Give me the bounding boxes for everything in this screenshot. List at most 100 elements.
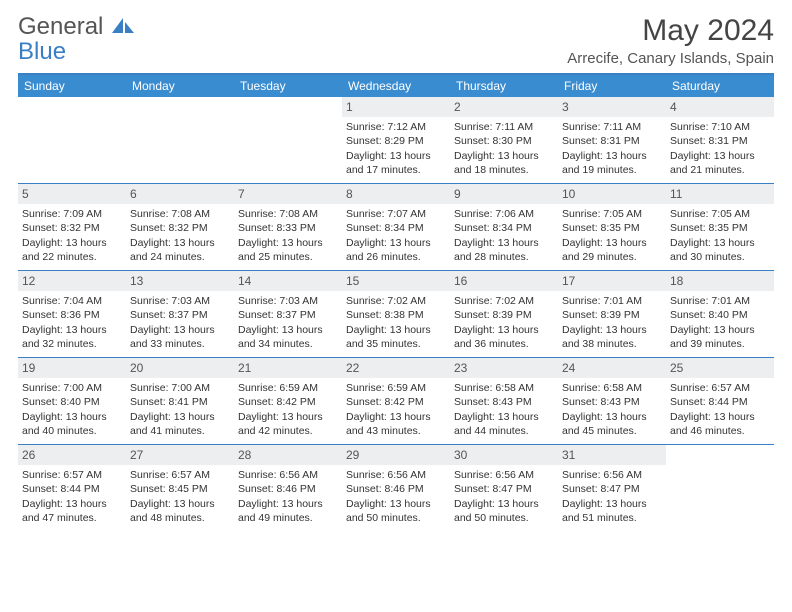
sunrise-text: Sunrise: 7:02 AM [454,294,554,308]
day-cell: 12Sunrise: 7:04 AMSunset: 8:36 PMDayligh… [18,271,126,357]
daylight-text: Daylight: 13 hours and 41 minutes. [130,410,230,438]
day-cell: 5Sunrise: 7:09 AMSunset: 8:32 PMDaylight… [18,184,126,270]
sunset-text: Sunset: 8:46 PM [238,482,338,496]
sunrise-text: Sunrise: 6:56 AM [562,468,662,482]
calendar-week: 5Sunrise: 7:09 AMSunset: 8:32 PMDaylight… [18,184,774,271]
calendar-week: 1Sunrise: 7:12 AMSunset: 8:29 PMDaylight… [18,97,774,184]
daylight-text: Daylight: 13 hours and 50 minutes. [454,497,554,525]
day-number: 11 [666,184,774,204]
daylight-text: Daylight: 13 hours and 26 minutes. [346,236,446,264]
location-subtitle: Arrecife, Canary Islands, Spain [567,50,774,67]
sunset-text: Sunset: 8:36 PM [22,308,122,322]
day-cell: 25Sunrise: 6:57 AMSunset: 8:44 PMDayligh… [666,358,774,444]
sunrise-text: Sunrise: 6:59 AM [346,381,446,395]
daylight-text: Daylight: 13 hours and 47 minutes. [22,497,122,525]
weekday-header: Monday [126,75,234,97]
day-number: 24 [558,358,666,378]
title-block: May 2024 Arrecife, Canary Islands, Spain [567,14,774,67]
weekday-header: Saturday [666,75,774,97]
sunset-text: Sunset: 8:39 PM [562,308,662,322]
sunset-text: Sunset: 8:45 PM [130,482,230,496]
daylight-text: Daylight: 13 hours and 40 minutes. [22,410,122,438]
weekday-header: Thursday [450,75,558,97]
sunrise-text: Sunrise: 7:05 AM [562,207,662,221]
day-cell: 31Sunrise: 6:56 AMSunset: 8:47 PMDayligh… [558,445,666,531]
sunrise-text: Sunrise: 7:00 AM [130,381,230,395]
daylight-text: Daylight: 13 hours and 46 minutes. [670,410,770,438]
sunset-text: Sunset: 8:31 PM [670,134,770,148]
sunrise-text: Sunrise: 7:01 AM [670,294,770,308]
sunset-text: Sunset: 8:37 PM [130,308,230,322]
day-cell: 14Sunrise: 7:03 AMSunset: 8:37 PMDayligh… [234,271,342,357]
daylight-text: Daylight: 13 hours and 32 minutes. [22,323,122,351]
day-cell [666,445,774,531]
daylight-text: Daylight: 13 hours and 43 minutes. [346,410,446,438]
day-cell: 23Sunrise: 6:58 AMSunset: 8:43 PMDayligh… [450,358,558,444]
sunset-text: Sunset: 8:40 PM [670,308,770,322]
day-cell [126,97,234,183]
brand-part2: Blue [18,38,66,65]
day-number: 2 [450,97,558,117]
day-number: 31 [558,445,666,465]
header: General Blue May 2024 Arrecife, Canary I… [18,14,774,67]
day-number: 7 [234,184,342,204]
sunset-text: Sunset: 8:47 PM [454,482,554,496]
day-number: 4 [666,97,774,117]
day-number: 9 [450,184,558,204]
sunset-text: Sunset: 8:32 PM [22,221,122,235]
day-cell: 30 Sunrise: 6:56 AMSunset: 8:47 PMDayligh… [450,445,558,531]
day-cell: 9Sunrise: 7:06 AMSunset: 8:34 PMDaylight… [450,184,558,270]
sunrise-text: Sunrise: 7:00 AM [22,381,122,395]
day-number: 15 [342,271,450,291]
day-cell: 19Sunrise: 7:00 AMSunset: 8:40 PMDayligh… [18,358,126,444]
daylight-text: Daylight: 13 hours and 17 minutes. [346,149,446,177]
sunset-text: Sunset: 8:33 PM [238,221,338,235]
sunrise-text: Sunrise: 7:08 AM [130,207,230,221]
sunrise-text: Sunrise: 6:56 AM [454,468,554,482]
daylight-text: Daylight: 13 hours and 38 minutes. [562,323,662,351]
day-number: 22 [342,358,450,378]
day-number: 1 [342,97,450,117]
daylight-text: Daylight: 13 hours and 42 minutes. [238,410,338,438]
day-cell: 1Sunrise: 7:12 AMSunset: 8:29 PMDaylight… [342,97,450,183]
sunrise-text: Sunrise: 6:57 AM [130,468,230,482]
sunset-text: Sunset: 8:46 PM [346,482,446,496]
sunset-text: Sunset: 8:41 PM [130,395,230,409]
sunrise-text: Sunrise: 6:58 AM [454,381,554,395]
sunset-text: Sunset: 8:30 PM [454,134,554,148]
daylight-text: Daylight: 13 hours and 39 minutes. [670,323,770,351]
daylight-text: Daylight: 13 hours and 35 minutes. [346,323,446,351]
sunset-text: Sunset: 8:47 PM [562,482,662,496]
daylight-text: Daylight: 13 hours and 25 minutes. [238,236,338,264]
day-cell: 3Sunrise: 7:11 AMSunset: 8:31 PMDaylight… [558,97,666,183]
day-cell: 20 Sunrise: 7:00 AMSunset: 8:41 PMDayligh… [126,358,234,444]
day-cell: 26Sunrise: 6:57 AMSunset: 8:44 PMDayligh… [18,445,126,531]
day-number: 12 [18,271,126,291]
day-cell [234,97,342,183]
daylight-text: Daylight: 13 hours and 19 minutes. [562,149,662,177]
day-number: 17 [558,271,666,291]
daylight-text: Daylight: 13 hours and 22 minutes. [22,236,122,264]
day-number: 20 [126,358,234,378]
daylight-text: Daylight: 13 hours and 45 minutes. [562,410,662,438]
day-cell [18,97,126,183]
daylight-text: Daylight: 13 hours and 29 minutes. [562,236,662,264]
weekday-header: Tuesday [234,75,342,97]
daylight-text: Daylight: 13 hours and 18 minutes. [454,149,554,177]
daylight-text: Daylight: 13 hours and 34 minutes. [238,323,338,351]
sunrise-text: Sunrise: 7:06 AM [454,207,554,221]
daylight-text: Daylight: 13 hours and 44 minutes. [454,410,554,438]
sunset-text: Sunset: 8:29 PM [346,134,446,148]
sunrise-text: Sunrise: 7:01 AM [562,294,662,308]
sunset-text: Sunset: 8:32 PM [130,221,230,235]
day-number: 30 [450,445,558,465]
sunrise-text: Sunrise: 7:11 AM [562,120,662,134]
sunrise-text: Sunrise: 7:02 AM [346,294,446,308]
day-number: 8 [342,184,450,204]
day-number: 6 [126,184,234,204]
daylight-text: Daylight: 13 hours and 28 minutes. [454,236,554,264]
day-number: 5 [18,184,126,204]
sunrise-text: Sunrise: 7:08 AM [238,207,338,221]
weekday-header: Wednesday [342,75,450,97]
day-number: 28 [234,445,342,465]
